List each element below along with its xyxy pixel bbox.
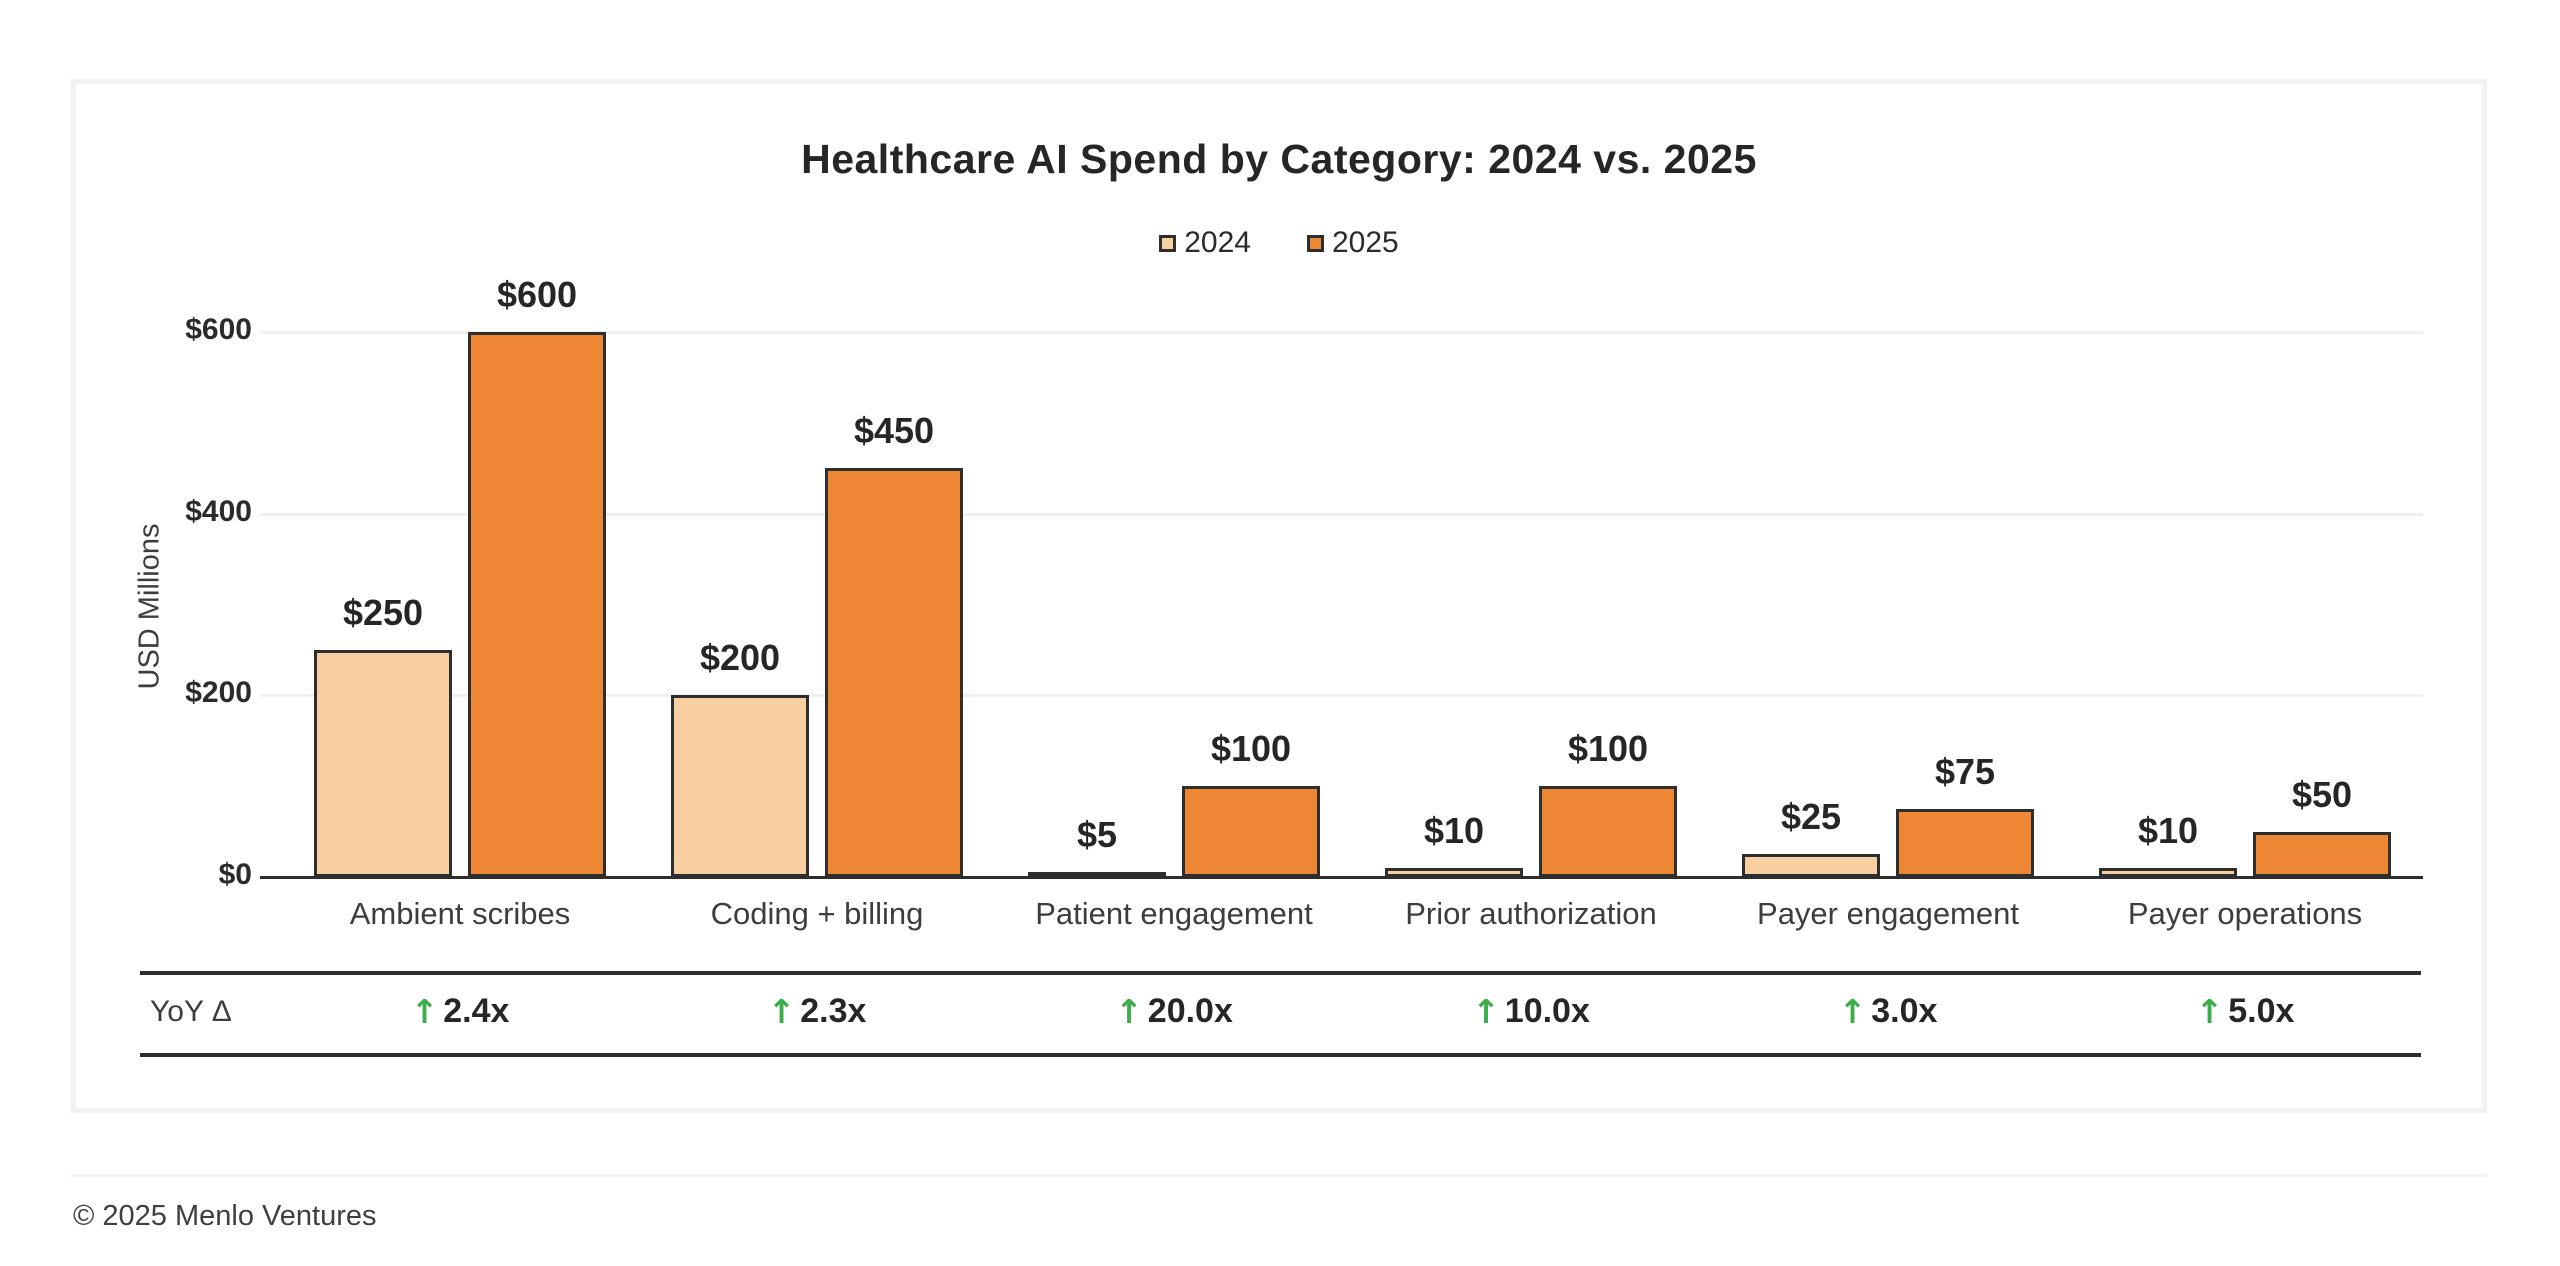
y-tick-label-200: $200 [185, 676, 252, 710]
bar-value-2025-prior-authorization: $100 [1567, 728, 1649, 770]
up-arrow-icon: ↑ [410, 992, 439, 1031]
up-arrow-icon: ↑ [1472, 992, 1500, 1031]
yoy-cell-ambient-scribes: ↑ 2.4x [300, 992, 620, 1031]
category-label-ambient-scribes: Ambient scribes [349, 896, 571, 931]
bar-2025-payer-operations [2253, 831, 2391, 877]
yoy-table-bottom-line [140, 1053, 2421, 1057]
yoy-value: 3.0x [1871, 992, 1938, 1030]
category-label-payer-operations: Payer operations [2127, 896, 2363, 931]
footer-divider [71, 1174, 2487, 1177]
up-arrow-icon: ↑ [1115, 992, 1143, 1031]
up-arrow-icon: ↑ [2195, 992, 2224, 1031]
bar-2025-payer-engagement [1896, 808, 2034, 877]
up-arrow-icon: ↑ [1838, 992, 1867, 1031]
bar-2024-payer-operations [2099, 867, 2237, 877]
legend-label-2024: 2024 [1184, 226, 1251, 259]
bar-value-2024-payer-operations: $10 [2137, 809, 2199, 851]
bar-value-2024-patient-engagement: $5 [1076, 814, 1118, 855]
yoy-value: 2.3x [800, 992, 867, 1030]
gridline-600 [260, 331, 2423, 334]
yoy-value: 10.0x [1504, 992, 1590, 1030]
yoy-value: 20.0x [1147, 992, 1233, 1030]
bar-value-2024-payer-engagement: $25 [1780, 796, 1842, 838]
bar-value-2025-payer-operations: $50 [2291, 773, 2353, 815]
bar-value-2024-ambient-scribes: $250 [342, 591, 424, 633]
legend: 2024 2025 [71, 226, 2487, 260]
y-tick-label-400: $400 [185, 494, 252, 528]
yoy-cell-coding-billing: ↑ 2.3x [657, 992, 977, 1031]
bar-2024-coding-billing [671, 695, 809, 877]
bar-2025-ambient-scribes [468, 332, 606, 877]
legend-item-2024: 2024 [1159, 226, 1251, 260]
yoy-row-label: YoY Δ [150, 995, 232, 1028]
yoy-value: 2.4x [443, 992, 510, 1030]
category-label-payer-engagement: Payer engagement [1757, 896, 2019, 931]
footer-copyright: © 2025 Menlo Ventures [73, 1200, 377, 1232]
legend-swatch-2025 [1307, 234, 1324, 252]
legend-label-2025: 2025 [1332, 226, 1399, 259]
yoy-cell-prior-authorization: ↑ 10.0x [1371, 992, 1691, 1031]
bar-2024-ambient-scribes [314, 649, 452, 877]
gridline-200 [260, 694, 2423, 698]
yoy-cell-patient-engagement: ↑ 20.0x [1014, 992, 1334, 1031]
chart-title: Healthcare AI Spend by Category: 2024 vs… [801, 136, 1757, 182]
x-axis-line [260, 876, 2423, 879]
legend-item-2025: 2025 [1307, 226, 1399, 260]
bar-value-2024-coding-billing: $200 [699, 637, 781, 679]
bar-value-2025-patient-engagement: $100 [1210, 728, 1292, 770]
bar-2024-prior-authorization [1385, 867, 1523, 877]
bar-value-2024-prior-authorization: $10 [1423, 809, 1485, 851]
gridline-400 [260, 512, 2423, 516]
bar-value-2025-payer-engagement: $75 [1934, 750, 1996, 792]
y-tick-label-600: $600 [185, 313, 252, 346]
up-arrow-icon: ↑ [767, 992, 796, 1031]
bar-value-2025-coding-billing: $450 [853, 410, 935, 452]
yoy-table-top-line [140, 971, 2421, 975]
y-tick-label-0: $0 [218, 858, 252, 891]
bar-2024-payer-engagement [1742, 854, 1880, 877]
bar-2025-coding-billing [825, 468, 963, 877]
bar-2025-prior-authorization [1539, 786, 1677, 877]
yoy-cell-payer-operations: ↑ 5.0x [2085, 992, 2405, 1031]
bar-value-2025-ambient-scribes: $600 [496, 274, 578, 315]
legend-swatch-2024 [1159, 234, 1177, 252]
yoy-cell-payer-engagement: ↑ 3.0x [1728, 992, 2048, 1031]
bar-2025-patient-engagement [1182, 786, 1320, 877]
yoy-value: 5.0x [2228, 992, 2295, 1030]
category-label-coding-billing: Coding + billing [710, 896, 924, 931]
y-axis-title: USD Millions [133, 523, 166, 690]
category-label-patient-engagement: Patient engagement [1035, 896, 1313, 931]
category-label-prior-authorization: Prior authorization [1405, 896, 1657, 931]
